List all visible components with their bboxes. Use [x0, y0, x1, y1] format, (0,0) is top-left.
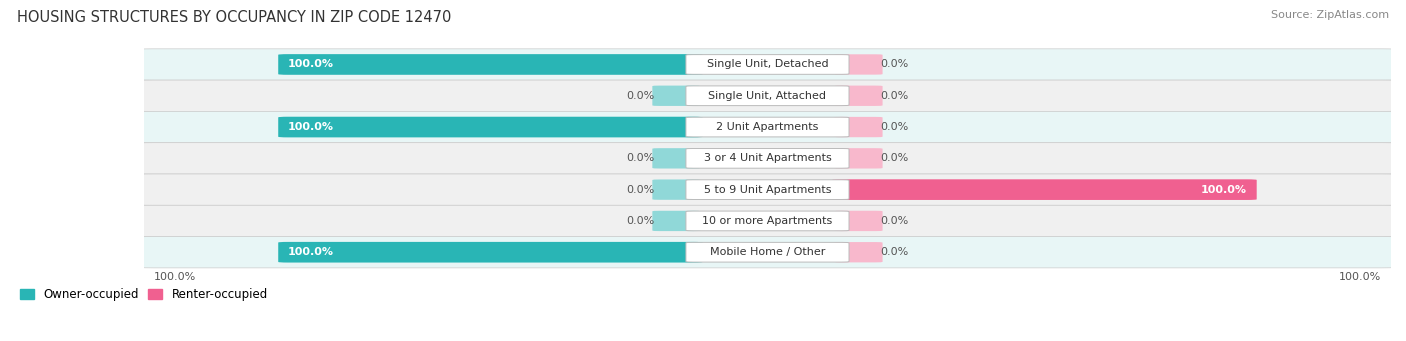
- FancyBboxPatch shape: [652, 86, 700, 106]
- Text: 0.0%: 0.0%: [627, 153, 655, 163]
- FancyBboxPatch shape: [135, 112, 1400, 143]
- FancyBboxPatch shape: [835, 86, 883, 106]
- FancyBboxPatch shape: [686, 180, 849, 199]
- FancyBboxPatch shape: [835, 211, 883, 231]
- Text: 0.0%: 0.0%: [880, 247, 908, 257]
- FancyBboxPatch shape: [135, 174, 1400, 205]
- Text: 100.0%: 100.0%: [153, 272, 195, 282]
- FancyBboxPatch shape: [686, 148, 849, 168]
- FancyBboxPatch shape: [278, 242, 703, 263]
- FancyBboxPatch shape: [652, 211, 700, 231]
- Text: Single Unit, Detached: Single Unit, Detached: [707, 59, 828, 70]
- FancyBboxPatch shape: [832, 179, 1257, 200]
- FancyBboxPatch shape: [686, 55, 849, 74]
- FancyBboxPatch shape: [135, 49, 1400, 80]
- Text: 100.0%: 100.0%: [288, 59, 333, 70]
- Text: 0.0%: 0.0%: [880, 216, 908, 226]
- Text: 100.0%: 100.0%: [1339, 272, 1382, 282]
- Text: Mobile Home / Other: Mobile Home / Other: [710, 247, 825, 257]
- Text: 0.0%: 0.0%: [880, 122, 908, 132]
- Text: 0.0%: 0.0%: [880, 153, 908, 163]
- Text: 100.0%: 100.0%: [1201, 184, 1247, 195]
- FancyBboxPatch shape: [835, 242, 883, 262]
- Text: 0.0%: 0.0%: [627, 216, 655, 226]
- FancyBboxPatch shape: [686, 211, 849, 231]
- FancyBboxPatch shape: [135, 237, 1400, 268]
- Text: 100.0%: 100.0%: [288, 122, 333, 132]
- FancyBboxPatch shape: [135, 205, 1400, 237]
- Text: HOUSING STRUCTURES BY OCCUPANCY IN ZIP CODE 12470: HOUSING STRUCTURES BY OCCUPANCY IN ZIP C…: [17, 10, 451, 25]
- FancyBboxPatch shape: [835, 54, 883, 75]
- FancyBboxPatch shape: [278, 117, 703, 137]
- Text: 0.0%: 0.0%: [627, 91, 655, 101]
- Text: 3 or 4 Unit Apartments: 3 or 4 Unit Apartments: [703, 153, 831, 163]
- FancyBboxPatch shape: [278, 54, 703, 75]
- FancyBboxPatch shape: [835, 148, 883, 168]
- Legend: Owner-occupied, Renter-occupied: Owner-occupied, Renter-occupied: [15, 283, 273, 306]
- FancyBboxPatch shape: [135, 143, 1400, 174]
- Text: Single Unit, Attached: Single Unit, Attached: [709, 91, 827, 101]
- Text: 0.0%: 0.0%: [880, 59, 908, 70]
- Text: 100.0%: 100.0%: [288, 247, 333, 257]
- FancyBboxPatch shape: [652, 148, 700, 168]
- Text: 0.0%: 0.0%: [627, 184, 655, 195]
- Text: 0.0%: 0.0%: [880, 91, 908, 101]
- Text: Source: ZipAtlas.com: Source: ZipAtlas.com: [1271, 10, 1389, 20]
- FancyBboxPatch shape: [652, 179, 700, 200]
- FancyBboxPatch shape: [686, 242, 849, 262]
- FancyBboxPatch shape: [686, 117, 849, 137]
- Text: 2 Unit Apartments: 2 Unit Apartments: [716, 122, 818, 132]
- FancyBboxPatch shape: [835, 117, 883, 137]
- Text: 10 or more Apartments: 10 or more Apartments: [703, 216, 832, 226]
- FancyBboxPatch shape: [135, 80, 1400, 112]
- Text: 5 to 9 Unit Apartments: 5 to 9 Unit Apartments: [704, 184, 831, 195]
- FancyBboxPatch shape: [686, 86, 849, 106]
